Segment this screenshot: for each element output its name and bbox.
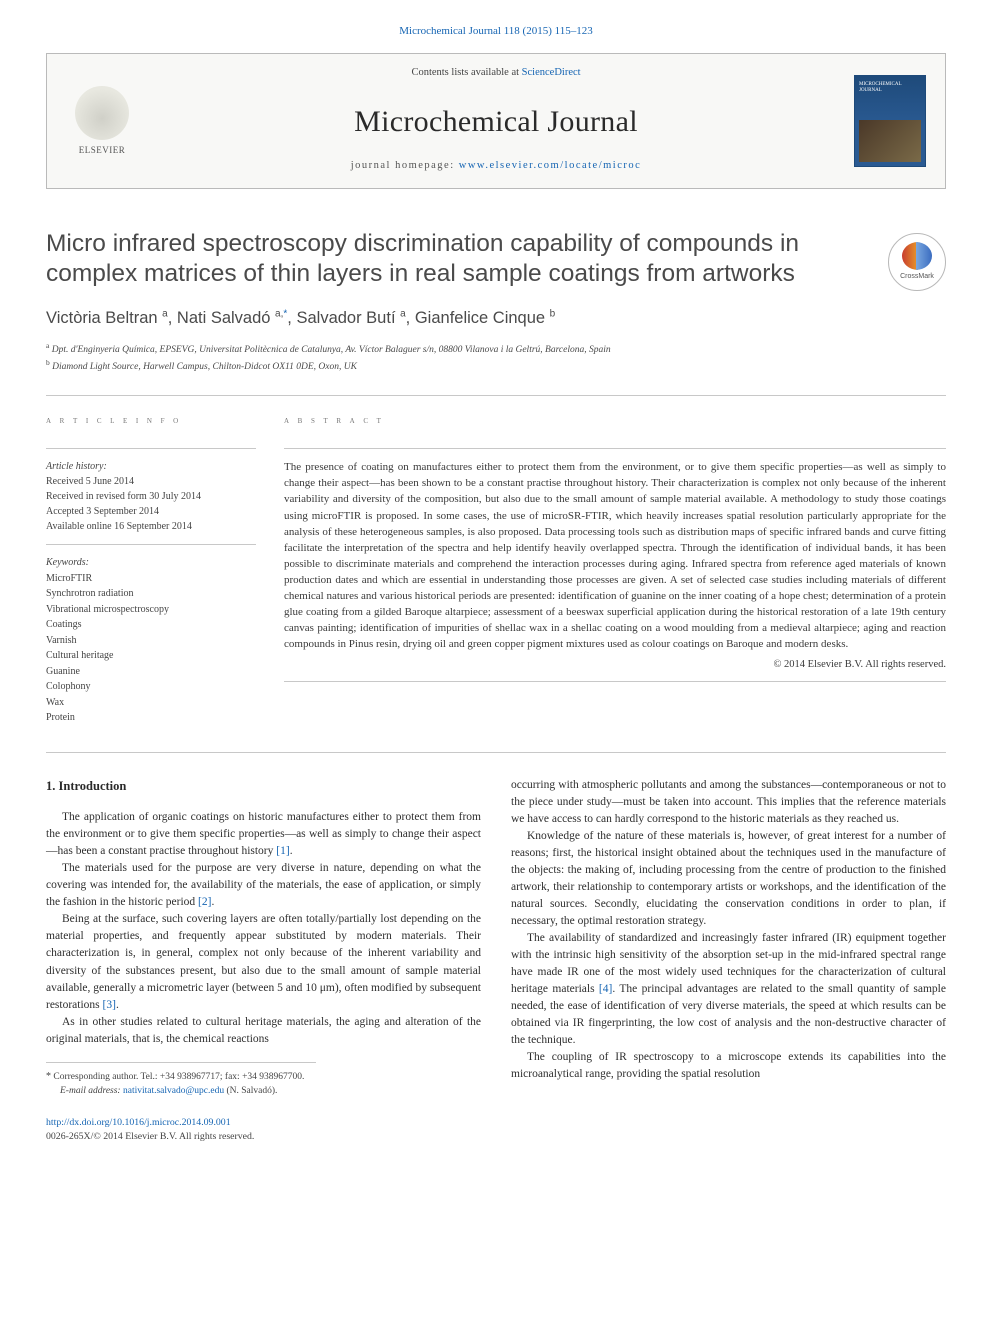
journal-cover-thumb[interactable]: MICROCHEMICAL JOURNAL [854, 75, 926, 167]
affil-text: Diamond Light Source, Harwell Campus, Ch… [52, 362, 357, 372]
history-item: Accepted 3 September 2014 [46, 504, 256, 519]
divider [284, 448, 946, 449]
authors-line: Victòria Beltran a, Nati Salvadó a,*, Sa… [46, 291, 946, 330]
contents-prefix: Contents lists available at [411, 67, 521, 78]
elsevier-label: ELSEVIER [79, 144, 126, 157]
affil-sup: a [46, 341, 49, 350]
history-item: Received in revised form 30 July 2014 [46, 489, 256, 504]
citation-line: Microchemical Journal 118 (2015) 115–123 [0, 0, 992, 53]
abstract-text: The presence of coating on manufactures … [284, 459, 946, 652]
intro-heading: 1. Introduction [46, 777, 481, 810]
crossmark-label: CrossMark [900, 272, 934, 282]
citation-link[interactable]: Microchemical Journal 118 (2015) 115–123 [399, 25, 592, 37]
divider [284, 681, 946, 682]
email-label: E-mail address: [60, 1086, 121, 1096]
para: As in other studies related to cultural … [46, 1014, 481, 1048]
issn-line: 0026-265X/© 2014 Elsevier B.V. All right… [46, 1130, 946, 1144]
abstract-copyright: © 2014 Elsevier B.V. All rights reserved… [284, 652, 946, 673]
para: The materials used for the purpose are v… [46, 860, 481, 911]
star-icon: * [46, 1071, 51, 1082]
journal-cover-cell: MICROCHEMICAL JOURNAL [835, 54, 945, 187]
para: The availability of standardized and inc… [511, 930, 946, 1049]
keyword: MicroFTIR [46, 571, 256, 587]
affiliation-a: a Dpt. d'Enginyeria Química, EPSEVG, Uni… [46, 340, 946, 357]
elsevier-logo[interactable]: ELSEVIER [62, 81, 142, 161]
keywords-block: Keywords: MicroFTIR Synchrotron radiatio… [46, 555, 256, 726]
keyword: Wax [46, 695, 256, 711]
keyword: Synchrotron radiation [46, 586, 256, 602]
article-title: Micro infrared spectroscopy discriminati… [46, 229, 868, 290]
homepage-prefix: journal homepage: [351, 160, 459, 171]
divider [46, 448, 256, 449]
affiliation-b: b Diamond Light Source, Harwell Campus, … [46, 357, 946, 374]
keyword: Cultural heritage [46, 648, 256, 664]
keyword: Protein [46, 710, 256, 726]
article-history: Article history: Received 5 June 2014 Re… [46, 459, 256, 534]
para: The coupling of IR spectroscopy to a mic… [511, 1049, 946, 1083]
keyword: Vibrational microspectroscopy [46, 602, 256, 618]
journal-homepage-link[interactable]: www.elsevier.com/locate/microc [459, 160, 642, 171]
doi-link[interactable]: http://dx.doi.org/10.1016/j.microc.2014.… [46, 1117, 231, 1128]
journal-homepage-line: journal homepage: www.elsevier.com/locat… [167, 159, 825, 174]
journal-header-center: Contents lists available at ScienceDirec… [157, 54, 835, 187]
email-suffix: (N. Salvadó). [226, 1086, 277, 1096]
corr-email-link[interactable]: nativitat.salvado@upc.edu [123, 1086, 224, 1096]
citation-ref[interactable]: [3] [103, 999, 116, 1011]
abstract-head: A B S T R A C T [284, 414, 946, 439]
divider [46, 544, 256, 545]
right-column: occurring with atmospheric pollutants an… [511, 777, 946, 1098]
corr-label: Corresponding author. Tel.: +34 93896771… [53, 1072, 304, 1082]
affil-sup: b [46, 358, 50, 367]
body-columns: 1. Introduction The application of organ… [0, 753, 992, 1098]
para: Being at the surface, such covering laye… [46, 911, 481, 1013]
para: Knowledge of the nature of these materia… [511, 828, 946, 930]
keyword: Coatings [46, 617, 256, 633]
crossmark-badge[interactable]: CrossMark [888, 233, 946, 291]
left-column: 1. Introduction The application of organ… [46, 777, 481, 1098]
citation-ref[interactable]: [4] [599, 983, 612, 995]
para: The application of organic coatings on h… [46, 809, 481, 860]
contents-lists-line: Contents lists available at ScienceDirec… [167, 66, 825, 91]
sciencedirect-link[interactable]: ScienceDirect [522, 67, 581, 78]
journal-name: Microchemical Journal [167, 91, 825, 159]
keywords-label: Keywords: [46, 555, 256, 571]
history-item: Received 5 June 2014 [46, 474, 256, 489]
crossmark-icon [902, 242, 932, 270]
keyword: Guanine [46, 664, 256, 680]
history-item: Available online 16 September 2014 [46, 519, 256, 534]
publisher-logo-cell: ELSEVIER [47, 54, 157, 187]
bottom-meta: http://dx.doi.org/10.1016/j.microc.2014.… [0, 1098, 992, 1171]
corresponding-footnote: * Corresponding author. Tel.: +34 938967… [46, 1062, 316, 1099]
citation-ref[interactable]: [1] [276, 845, 289, 857]
journal-header: ELSEVIER Contents lists available at Sci… [46, 53, 946, 188]
affil-text: Dpt. d'Enginyeria Química, EPSEVG, Unive… [52, 345, 611, 355]
article-info-head: A R T I C L E I N F O [46, 414, 256, 439]
elsevier-tree-icon [75, 86, 129, 140]
keyword: Varnish [46, 633, 256, 649]
cover-label: MICROCHEMICAL JOURNAL [859, 82, 921, 93]
affiliations: a Dpt. d'Enginyeria Química, EPSEVG, Uni… [46, 330, 946, 375]
para: occurring with atmospheric pollutants an… [511, 777, 946, 828]
citation-ref[interactable]: [2] [198, 896, 211, 908]
history-label: Article history: [46, 459, 256, 474]
cover-image-icon [859, 120, 921, 162]
keyword: Colophony [46, 679, 256, 695]
